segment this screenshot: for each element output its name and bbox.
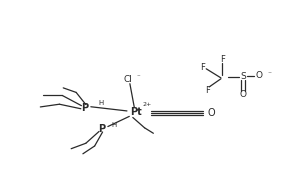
Text: F: F: [205, 85, 209, 95]
Text: O: O: [255, 71, 263, 80]
Text: O: O: [208, 108, 215, 118]
Text: Cl: Cl: [124, 75, 133, 84]
Text: 2+: 2+: [142, 102, 152, 107]
Text: ⁻: ⁻: [137, 74, 140, 81]
Text: F: F: [200, 63, 205, 72]
Text: P: P: [81, 103, 88, 113]
Text: H: H: [98, 100, 103, 106]
Text: Pt: Pt: [130, 107, 142, 117]
Text: F: F: [220, 55, 225, 64]
Text: S: S: [240, 72, 246, 81]
Text: ⁻: ⁻: [268, 69, 272, 78]
Text: P: P: [99, 124, 106, 134]
Text: O: O: [240, 90, 246, 99]
Text: H: H: [111, 122, 116, 128]
